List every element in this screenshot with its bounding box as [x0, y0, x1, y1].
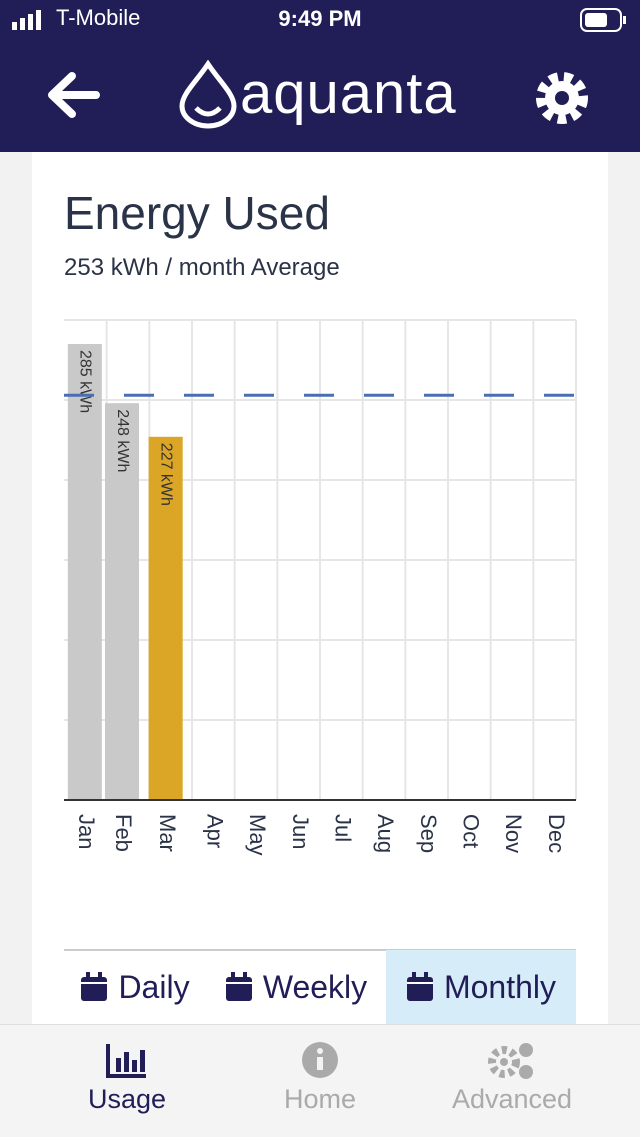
x-tick-label: Jan: [74, 814, 99, 849]
value-label: 227 kWh: [157, 443, 174, 506]
tab[interactable]: Home: [283, 1084, 357, 1114]
bar: [148, 436, 183, 800]
divider: [64, 949, 576, 951]
x-tick-label: Apr: [203, 814, 228, 848]
bar: [105, 403, 139, 800]
signal-icon: [12, 10, 41, 30]
card-title: Energy Used: [64, 187, 330, 239]
logo-drop: [179, 60, 237, 129]
tab[interactable]: Advanced: [451, 1084, 573, 1114]
x-tick-label: Mar: [155, 814, 180, 852]
clock: 9:49 PM: [278, 6, 362, 31]
toggle-label: Monthly: [443, 968, 557, 1005]
x-tick-label: Sep: [416, 814, 441, 853]
carrier: T-Mobile: [56, 5, 141, 30]
back-button[interactable]: [44, 70, 104, 120]
x-tick-label: Oct: [459, 814, 484, 848]
value-label: 285 kWh: [77, 350, 94, 413]
brand: aquanta: [240, 61, 457, 126]
toggle-option[interactable]: Daily: [64, 950, 206, 1024]
bar: [67, 344, 102, 800]
advanced-icon: [488, 1043, 533, 1079]
x-tick-label: Aug: [373, 814, 398, 853]
calendar-icon: [81, 972, 108, 1001]
tab[interactable]: Usage: [87, 1084, 167, 1114]
chart: Jan 285 kWh Feb 248 kWh Mar 227 kWh Apr May Jun J…: [64, 319, 578, 856]
toggle-label: Weekly: [262, 968, 368, 1005]
card-subtitle: 253 kWh / month Average: [64, 254, 340, 281]
x-tick-label: Dec: [544, 814, 569, 853]
settings-button[interactable]: [532, 68, 592, 128]
usage-icon: [106, 1044, 146, 1078]
toggle-option[interactable]: Weekly: [206, 950, 386, 1024]
x-tick-label: May: [245, 814, 270, 856]
calendar-icon: [406, 972, 433, 1001]
x-tick-label: Feb: [111, 814, 136, 852]
calendar-icon: [225, 972, 252, 1001]
app-header: T-Mobile 9:49 PM aquanta: [0, 0, 640, 152]
battery-icon: [580, 8, 626, 32]
x-tick-label: Nov: [501, 814, 526, 853]
home-icon: [302, 1042, 338, 1078]
x-tick-label: Jun: [288, 814, 313, 849]
toggle-label: Daily: [118, 968, 190, 1005]
value-label: 248 kWh: [114, 409, 131, 472]
toggle-option[interactable]: Monthly: [386, 950, 576, 1024]
x-tick-label: Jul: [331, 814, 356, 842]
